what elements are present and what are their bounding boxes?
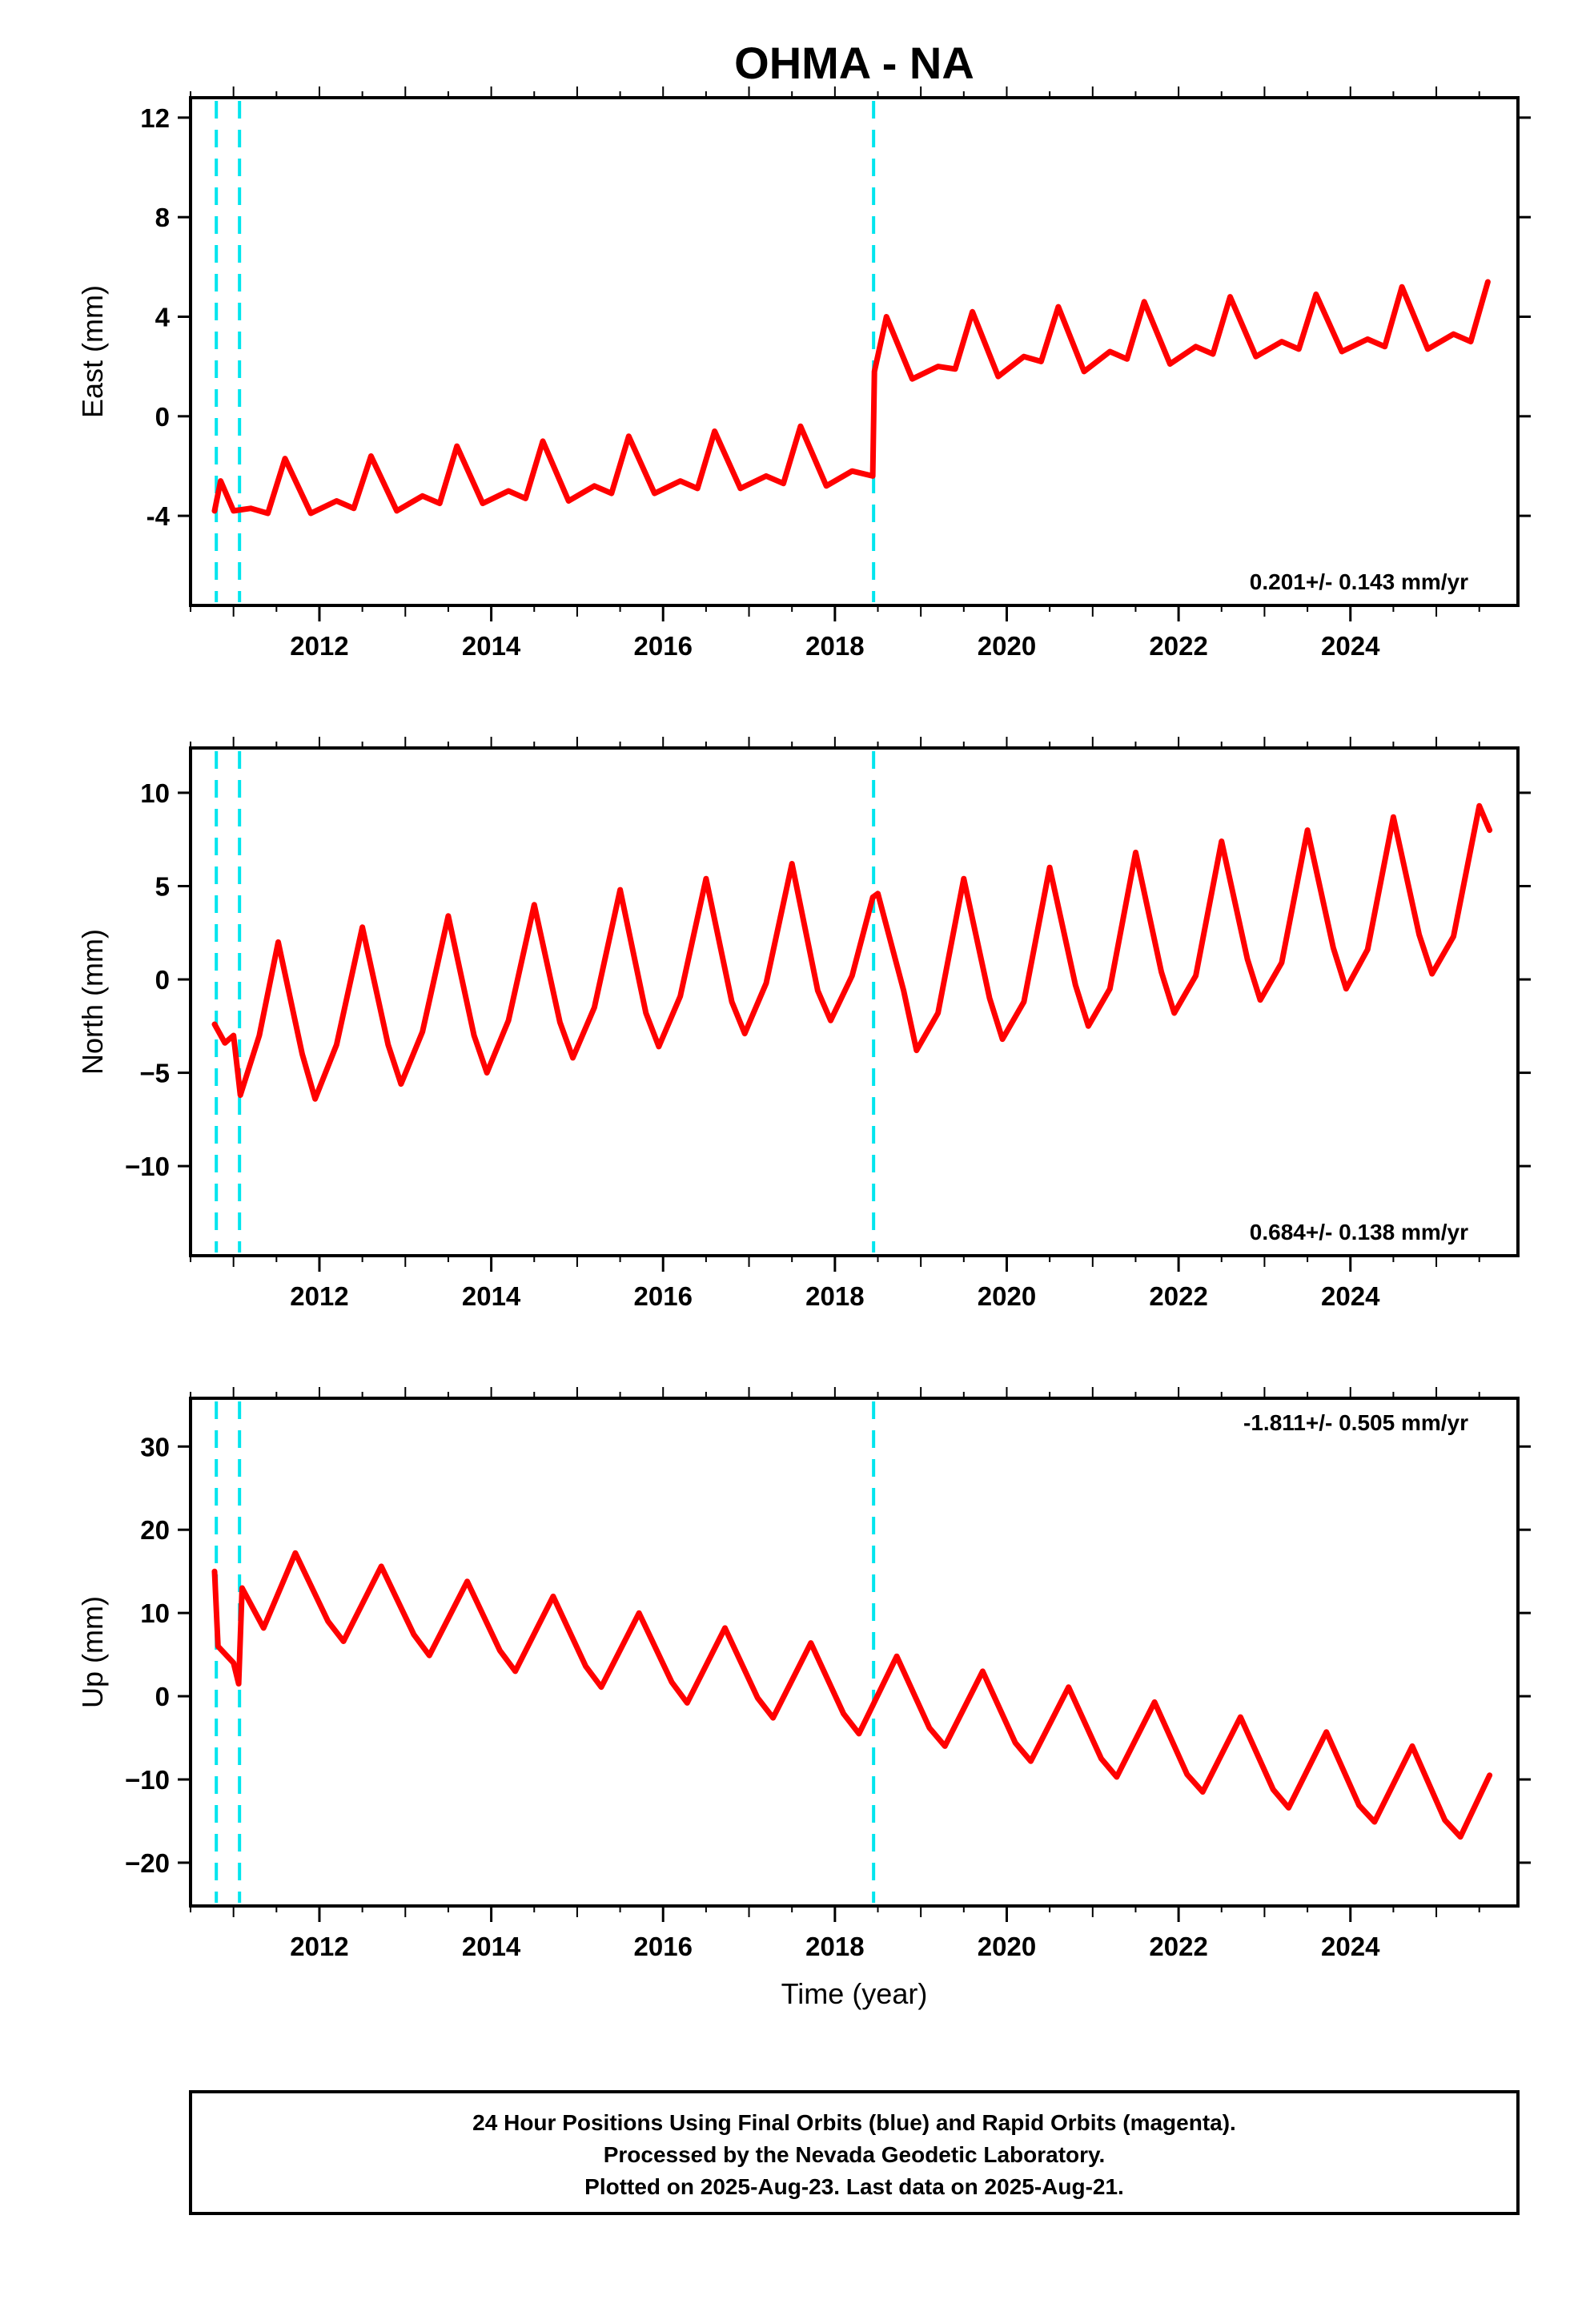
up-frame [189,1397,1520,1908]
north-frame [189,746,1520,1257]
north-panel: −10 −5 0 5 10 2012 2014 2016 2018 2020 2022 2024 Nor… [76,737,1531,1311]
north-x-tick-label-3: 2018 [805,1281,864,1311]
east-x-tick-label-5: 2022 [1149,631,1207,661]
up-y-tick-label-1: −10 [125,1765,170,1795]
east-y-tick-label-4: 12 [140,103,170,133]
east-x-tick-label-6: 2024 [1321,631,1380,661]
east-x-tick-label-0: 2012 [290,631,348,661]
east-model-curve [211,279,1491,517]
east-y-tick-label-2: 4 [155,302,171,332]
north-x-tick-label-6: 2024 [1321,1281,1380,1311]
north-x-tick-label-5: 2022 [1149,1281,1207,1311]
up-panel: −20 −10 0 10 20 30 2012 2014 2016 2018 2020 2022 202… [76,1387,1531,1961]
up-x-tick-label-2: 2016 [634,1932,693,1961]
footer-box: 24 Hour Positions Using Final Orbits (bl… [189,2090,1520,2215]
north-x-tick-label-1: 2014 [462,1281,521,1311]
footer-line-3: Plotted on 2025-Aug-23. Last data on 202… [584,2174,1124,2199]
north-x-tick-label-0: 2012 [290,1281,348,1311]
east-x-tick-label-4: 2020 [978,631,1036,661]
up-y-tick-label-3: 10 [140,1598,170,1628]
east-panel: -4 0 4 8 12 2012 2014 2016 2018 2020 2022 2024 East … [76,86,1531,661]
north-y-tick-label-4: 10 [140,778,170,808]
footer-line-1: 24 Hour Positions Using Final Orbits (bl… [472,2110,1236,2135]
up-y-tick-label-0: −20 [125,1848,170,1878]
up-rate-label: -1.811+/- 0.505 mm/yr [1243,1410,1468,1435]
north-model-curve [211,802,1493,1102]
north-y-tick-label-3: 5 [155,871,170,901]
east-x-tick-label-2: 2016 [634,631,693,661]
north-y-tick-label-0: −10 [125,1152,170,1181]
chart-title: OHMA - NA [734,38,974,88]
up-model-curve [211,1550,1493,1840]
east-y-tick-label-1: 0 [155,402,170,432]
up-x-tick-label-5: 2022 [1149,1932,1207,1961]
up-y-tick-label-4: 20 [140,1515,170,1545]
east-x-tick-label-1: 2014 [462,631,521,661]
north-rate-label: 0.684+/- 0.138 mm/yr [1250,1220,1468,1244]
north-x-tick-label-2: 2016 [634,1281,693,1311]
up-y-tick-label-2: 0 [155,1682,170,1711]
east-x-tick-label-3: 2018 [805,631,864,661]
east-y-axis-label: East (mm) [76,285,109,418]
east-y-tick-label-3: 8 [155,203,170,232]
east-rate-label: 0.201+/- 0.143 mm/yr [1250,569,1468,594]
up-x-tick-label-4: 2020 [978,1932,1036,1961]
north-x-tick-label-4: 2020 [978,1281,1036,1311]
east-y-tick-label-0: -4 [147,501,171,531]
up-y-axis-label: Up (mm) [76,1596,109,1708]
footer-border [189,2090,1520,2215]
north-y-axis-label: North (mm) [76,929,109,1075]
footer-line-2: Processed by the Nevada Geodetic Laborat… [604,2142,1106,2167]
up-x-tick-label-1: 2014 [462,1932,521,1961]
up-x-tick-label-0: 2012 [290,1932,348,1961]
up-x-tick-label-6: 2024 [1321,1932,1380,1961]
east-frame [189,96,1520,607]
up-y-tick-label-5: 30 [140,1432,170,1462]
north-y-tick-label-2: 0 [155,965,170,995]
up-x-tick-label-3: 2018 [805,1932,864,1961]
north-y-tick-label-1: −5 [139,1059,170,1088]
x-axis-label: Time (year) [781,1977,928,2010]
